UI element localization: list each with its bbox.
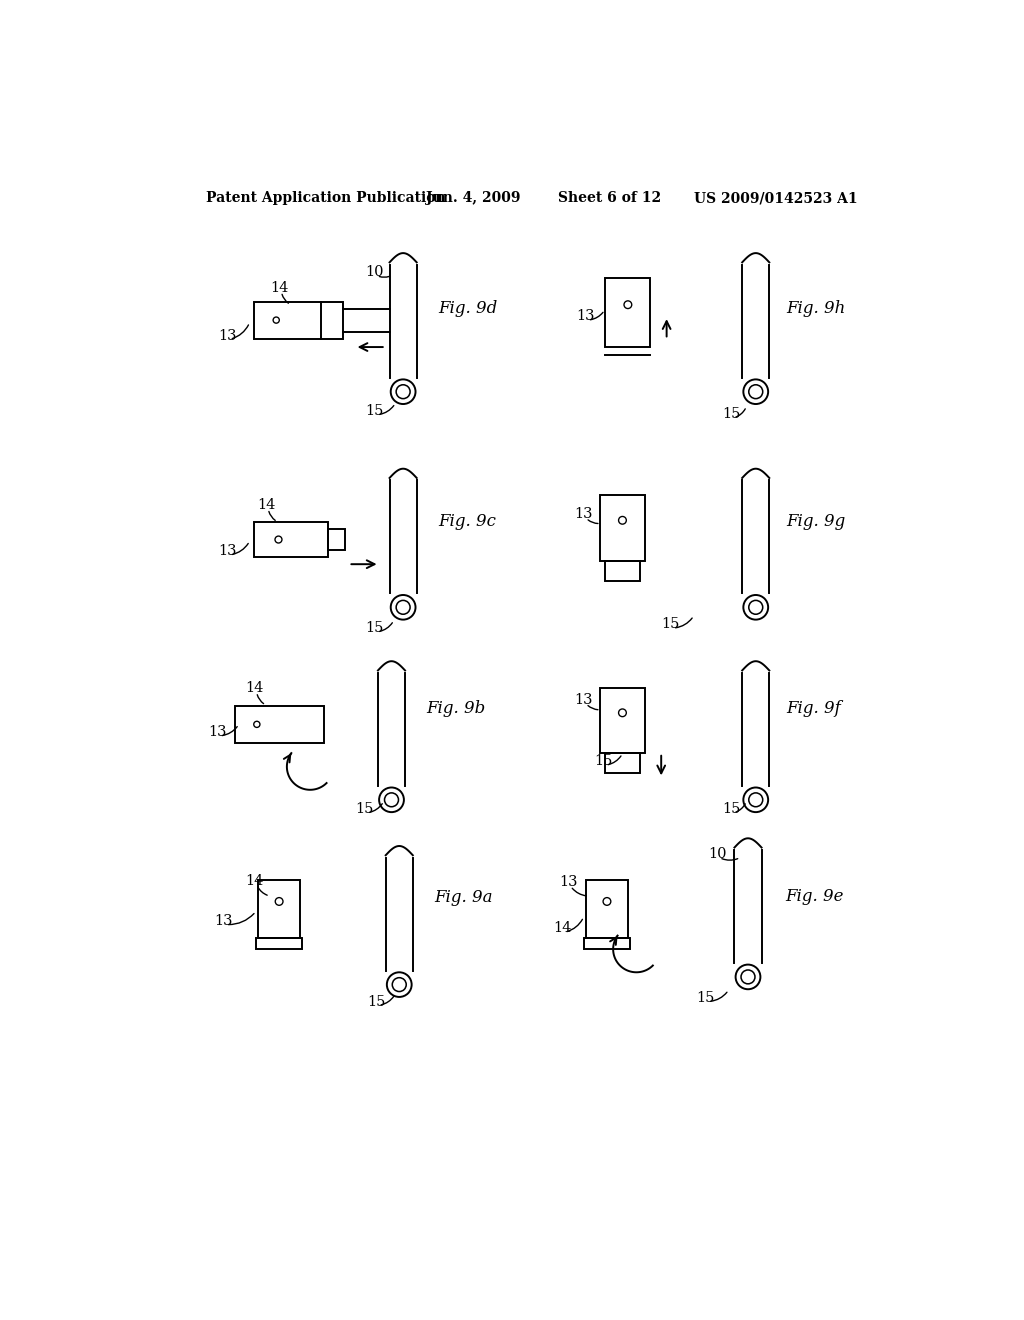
Bar	[586, 880, 629, 939]
Text: 15: 15	[367, 994, 385, 1008]
Text: 13: 13	[218, 544, 237, 558]
Text: Fig. 9h: Fig. 9h	[786, 300, 846, 317]
Text: Fig. 9d: Fig. 9d	[438, 300, 498, 317]
Text: 15: 15	[355, 803, 374, 816]
Text: Fig. 9a: Fig. 9a	[434, 890, 493, 906]
Text: Fig. 9e: Fig. 9e	[785, 887, 844, 904]
Text: 13: 13	[218, 329, 237, 342]
Bar	[254, 302, 343, 339]
Text: Jun. 4, 2009: Jun. 4, 2009	[426, 191, 521, 206]
Text: 13: 13	[214, 913, 232, 928]
Text: 14: 14	[245, 681, 263, 696]
Text: 14: 14	[270, 281, 289, 294]
Bar	[256, 939, 302, 949]
Text: 15: 15	[722, 803, 740, 816]
Bar	[254, 523, 328, 557]
Text: Sheet 6 of 12: Sheet 6 of 12	[558, 191, 662, 206]
Text: 13: 13	[575, 309, 595, 323]
Text: 14: 14	[245, 874, 263, 887]
Bar	[605, 754, 640, 774]
Bar	[605, 561, 640, 581]
Bar	[328, 529, 345, 550]
Text: 15: 15	[594, 754, 612, 768]
Text: 15: 15	[662, 618, 680, 631]
Text: 15: 15	[366, 404, 384, 418]
Text: 13: 13	[559, 875, 578, 890]
Bar	[584, 939, 630, 949]
Text: Patent Application Publication: Patent Application Publication	[206, 191, 445, 206]
Text: 13: 13	[208, 725, 226, 739]
Text: Fig. 9b: Fig. 9b	[426, 701, 485, 718]
Text: Fig. 9f: Fig. 9f	[786, 701, 842, 718]
Text: 14: 14	[257, 498, 275, 512]
Bar	[605, 277, 650, 347]
Text: 13: 13	[574, 507, 593, 521]
Text: 10: 10	[366, 264, 384, 279]
Text: 10: 10	[708, 846, 726, 861]
Bar	[600, 688, 645, 754]
Text: 15: 15	[696, 991, 715, 1005]
Text: 15: 15	[722, 407, 740, 421]
Text: Fig. 9c: Fig. 9c	[438, 513, 496, 531]
Bar	[258, 880, 300, 939]
Bar	[600, 495, 645, 561]
Bar	[234, 706, 324, 743]
Text: 14: 14	[553, 921, 571, 936]
Text: US 2009/0142523 A1: US 2009/0142523 A1	[693, 191, 857, 206]
Text: 15: 15	[366, 622, 384, 635]
Text: Fig. 9g: Fig. 9g	[786, 513, 846, 531]
Text: 13: 13	[574, 693, 593, 706]
